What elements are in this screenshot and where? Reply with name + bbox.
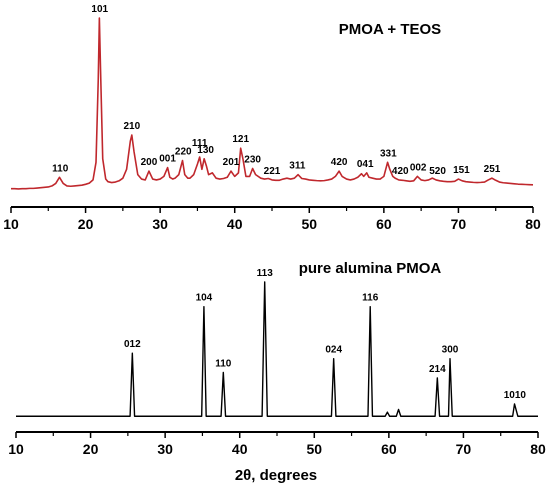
bottom-peak-label: 1010 (504, 390, 527, 401)
top-x-tick-label: 30 (152, 216, 168, 232)
bottom-x-tick-label: 20 (83, 441, 99, 457)
top-peak-label: 201 (223, 157, 240, 168)
bottom-plot-area: 10 20 30 40 50 60 70 80 012 104 110 113 024 116 214 300… (8, 268, 546, 457)
top-series-line (11, 17, 534, 190)
top-panel: PMOA + TEOS 10 20 30 40 50 60 70 80 110 101 210 200… (3, 4, 541, 232)
top-plot-area: 10 20 30 40 50 60 70 80 110 101 210 200 001220111130… (3, 4, 541, 232)
top-peak-label: 251 (484, 164, 501, 175)
top-peak-label: 151 (453, 165, 470, 176)
bottom-x-tick-label: 80 (530, 441, 546, 457)
top-peak-label: 230 (244, 154, 261, 165)
top-peak-label: 130 (197, 145, 214, 156)
top-x-tick-label: 80 (525, 216, 541, 232)
bottom-x-tick-label: 60 (381, 441, 397, 457)
top-peak-label: 111 (192, 138, 208, 149)
bottom-peak-label: 104 (196, 293, 213, 304)
top-peak-label: 221 (264, 166, 281, 177)
bottom-peak-label: 110 (215, 358, 232, 369)
bottom-series-line (16, 281, 538, 417)
top-chart-title: PMOA + TEOS (339, 21, 441, 38)
top-x-tick-label: 10 (3, 216, 19, 232)
bottom-peak-label: 214 (429, 364, 446, 375)
x-axis-label: 2θ, degrees (235, 467, 317, 484)
top-peak-label: 041 (357, 159, 374, 170)
top-peak-label: 420 (392, 166, 409, 177)
top-peak-label: 311 (289, 161, 306, 172)
bottom-x-tick-label: 70 (456, 441, 472, 457)
bottom-x-tick-label: 40 (232, 441, 248, 457)
top-peak-label: 420 (331, 157, 348, 168)
top-peak-label: 001 (159, 154, 176, 165)
top-peak-label: 520 (429, 166, 446, 177)
top-peak-label: 110 (52, 163, 69, 174)
bottom-peak-label: 116 (362, 293, 379, 304)
top-x-tick-label: 20 (78, 216, 94, 232)
top-x-tick-label: 50 (301, 216, 317, 232)
bottom-x-tick-label: 30 (157, 441, 173, 457)
top-peak-label: 101 (91, 4, 108, 15)
bottom-chart-title: pure alumina PMOA (299, 260, 442, 277)
top-x-tick-label: 70 (451, 216, 467, 232)
bottom-panel: pure alumina PMOA 10 20 30 40 50 60 70 80 012 104… (8, 260, 546, 484)
top-peak-label: 121 (232, 134, 249, 145)
top-x-tick-label: 40 (227, 216, 243, 232)
bottom-peak-label: 024 (325, 345, 342, 356)
top-peak-label: 210 (123, 121, 140, 132)
bottom-x-tick-label: 10 (8, 441, 24, 457)
top-peak-label: 331 (380, 148, 397, 159)
top-x-tick-label: 60 (376, 216, 392, 232)
top-peak-label: 200 (141, 157, 158, 168)
bottom-peak-label: 300 (442, 345, 459, 356)
bottom-x-tick-label: 50 (306, 441, 322, 457)
bottom-peak-label: 012 (124, 339, 141, 350)
top-peak-label: 002 (410, 162, 427, 173)
bottom-peak-label: 113 (257, 268, 274, 279)
top-peak-label: 220 (175, 147, 192, 158)
